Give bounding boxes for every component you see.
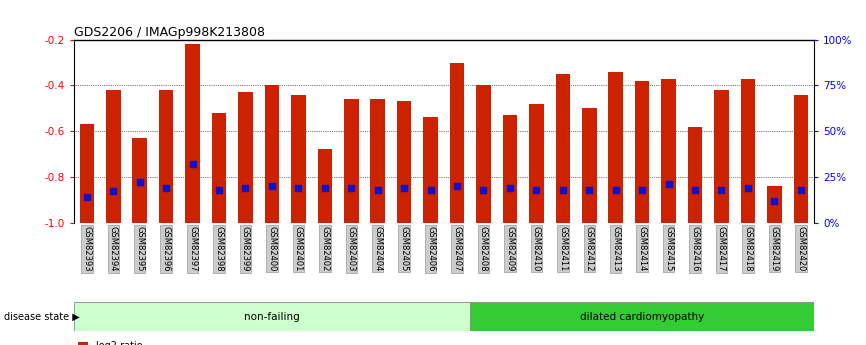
Point (159, 185, 173, 190)
Point (662, 181, 675, 187)
Bar (106, 90, 120, 223)
Point (371, 187, 385, 193)
FancyBboxPatch shape (74, 302, 470, 331)
Text: GSM82417: GSM82417 (717, 226, 726, 271)
Point (345, 185, 359, 190)
Text: GSM82418: GSM82418 (743, 226, 753, 271)
Bar (238, 92, 253, 223)
Text: GSM82408: GSM82408 (479, 226, 488, 271)
Point (476, 187, 490, 193)
Point (107, 189, 120, 194)
Text: GSM82407: GSM82407 (453, 226, 462, 271)
Text: GSM82416: GSM82416 (690, 226, 700, 271)
Bar (212, 113, 226, 223)
Text: GSM82410: GSM82410 (532, 226, 541, 271)
Text: GSM82415: GSM82415 (664, 226, 673, 271)
Text: GSM82403: GSM82403 (346, 226, 356, 271)
Point (529, 187, 543, 193)
Bar (397, 101, 411, 223)
Bar (688, 127, 702, 223)
Bar (449, 62, 464, 223)
Text: non-failing: non-failing (244, 312, 300, 322)
Point (794, 187, 808, 193)
Bar (582, 108, 597, 223)
Bar (476, 85, 491, 223)
Bar (767, 186, 782, 223)
Point (450, 183, 464, 189)
Point (714, 187, 728, 193)
Bar (502, 115, 517, 223)
Bar (265, 85, 279, 223)
Text: dilated cardiomyopathy: dilated cardiomyopathy (580, 312, 704, 322)
Point (582, 187, 596, 193)
Bar (318, 149, 332, 223)
Bar (609, 72, 623, 223)
Text: disease state ▶: disease state ▶ (4, 312, 80, 322)
Text: GSM82400: GSM82400 (268, 226, 276, 271)
Text: GSM82411: GSM82411 (559, 226, 567, 271)
Bar (80, 124, 94, 223)
Point (265, 183, 279, 189)
Point (185, 161, 199, 167)
Point (636, 187, 650, 193)
Text: GSM82414: GSM82414 (637, 226, 647, 271)
Bar (185, 44, 200, 223)
Bar (635, 81, 650, 223)
Bar (132, 138, 147, 223)
Point (609, 187, 623, 193)
Bar (371, 99, 385, 223)
Point (397, 185, 411, 190)
Text: GSM82406: GSM82406 (426, 226, 435, 271)
Text: GSM82399: GSM82399 (241, 226, 250, 271)
Legend: log2 ratio, percentile rank within the sample: log2 ratio, percentile rank within the s… (79, 341, 261, 345)
Bar (291, 95, 306, 223)
Text: GSM82393: GSM82393 (82, 226, 91, 272)
Text: GSM82404: GSM82404 (373, 226, 382, 271)
Bar (793, 95, 808, 223)
Text: GSM82395: GSM82395 (135, 226, 145, 271)
Text: GSM82397: GSM82397 (188, 226, 197, 272)
Point (767, 198, 781, 203)
Point (238, 185, 252, 190)
Bar (158, 90, 173, 223)
Text: GSM82394: GSM82394 (109, 226, 118, 271)
Text: GSM82401: GSM82401 (294, 226, 303, 271)
Point (688, 187, 702, 193)
FancyBboxPatch shape (470, 302, 814, 331)
Text: GSM82419: GSM82419 (770, 226, 779, 271)
Point (292, 185, 306, 190)
Text: GSM82405: GSM82405 (400, 226, 409, 271)
Text: GSM82398: GSM82398 (215, 226, 223, 272)
Point (741, 185, 755, 190)
Bar (556, 74, 570, 223)
Text: GSM82412: GSM82412 (585, 226, 594, 271)
Text: GSM82409: GSM82409 (506, 226, 514, 271)
Point (318, 185, 332, 190)
Point (423, 187, 437, 193)
Bar (662, 79, 675, 223)
Text: GDS2206 / IMAGp998K213808: GDS2206 / IMAGp998K213808 (74, 26, 265, 39)
Text: GSM82420: GSM82420 (797, 226, 805, 271)
Point (556, 187, 570, 193)
Bar (344, 99, 359, 223)
Point (212, 187, 226, 193)
Bar (423, 117, 438, 223)
Point (132, 179, 146, 185)
Point (503, 185, 517, 190)
Point (80, 194, 94, 200)
Text: GSM82413: GSM82413 (611, 226, 620, 271)
Bar (740, 79, 755, 223)
Text: GSM82402: GSM82402 (320, 226, 329, 271)
Bar (529, 104, 544, 223)
Text: GSM82396: GSM82396 (162, 226, 171, 272)
Bar (714, 90, 729, 223)
